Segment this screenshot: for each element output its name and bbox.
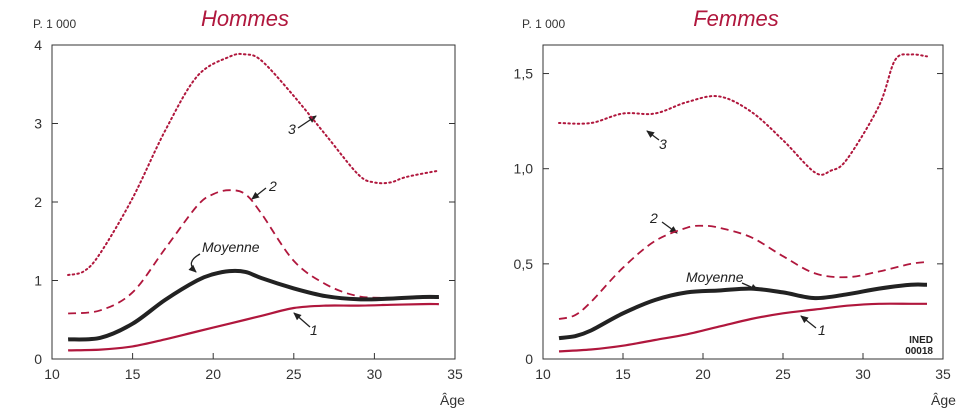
x-tick-label-men-25: 25 xyxy=(286,366,302,382)
series-line-men-3 xyxy=(67,52,440,276)
x-tick-label-men-10: 10 xyxy=(44,366,60,382)
x-tick-label-women-25: 25 xyxy=(775,366,791,382)
x-tick-label-women-20: 20 xyxy=(695,366,711,382)
annotation-arrow-moyenne-men xyxy=(188,253,201,273)
y-tick-label-men-0: 0 xyxy=(34,351,42,367)
y-tick-label-women-2: 1,0 xyxy=(514,161,534,177)
x-tick-label-women-30: 30 xyxy=(855,366,871,382)
plot-frame-men xyxy=(51,44,456,360)
series-line-men-moyenne xyxy=(67,268,439,342)
annotation-label-1-women: 1 xyxy=(818,322,826,338)
source-label-line-2: 00018 xyxy=(905,346,933,357)
series-line-women-1 xyxy=(558,302,927,353)
annotation-arrow-2-men xyxy=(251,187,267,200)
x-tick-label-men-30: 30 xyxy=(367,366,383,382)
series-line-women-moyenne xyxy=(558,282,928,341)
x-tick-label-women-10: 10 xyxy=(535,366,551,382)
annotation-label-1-men: 1 xyxy=(310,322,318,338)
y-tick-label-women-3: 1,5 xyxy=(514,66,534,82)
y-tick-label-men-3: 3 xyxy=(34,116,42,132)
y-tick-label-women-1: 0,5 xyxy=(514,256,534,272)
annotation-arrow-1-men xyxy=(293,312,311,328)
annotation-label-3-women: 3 xyxy=(659,136,667,152)
annotation-label-2-women: 2 xyxy=(649,210,658,226)
x-tick-label-men-15: 15 xyxy=(125,366,141,382)
x-tick-label-women-15: 15 xyxy=(615,366,631,382)
x-tick-label-men-20: 20 xyxy=(205,366,221,382)
annotation-label-moyenne-women: Moyenne xyxy=(686,269,744,285)
annotation-label-3-men: 3 xyxy=(288,121,296,137)
y-tick-label-men-2: 2 xyxy=(34,194,42,210)
series-line-men-1 xyxy=(68,302,439,352)
y-tick-label-women-0: 0 xyxy=(525,351,533,367)
series-line-women-2 xyxy=(558,224,928,320)
x-tick-label-women-35: 35 xyxy=(935,366,951,382)
annotation-label-moyenne-men: Moyenne xyxy=(202,239,260,255)
series-line-men-2 xyxy=(68,189,439,315)
chart-title-men: Hommes xyxy=(201,6,289,31)
y-tick-label-men-4: 4 xyxy=(34,37,42,53)
x-axis-label-men: Âge xyxy=(440,392,465,408)
annotation-label-2-men: 2 xyxy=(268,178,277,194)
x-axis-label-women: Âge xyxy=(931,392,956,408)
annotation-arrow-3-women xyxy=(646,130,660,141)
source-label-line-1: INED xyxy=(909,335,933,346)
annotation-arrow-1-women xyxy=(800,315,817,329)
plot-frame-women xyxy=(542,44,944,360)
y-tick-label-men-1: 1 xyxy=(34,273,42,289)
chart-title-women: Femmes xyxy=(693,6,779,31)
x-tick-label-men-35: 35 xyxy=(447,366,463,382)
series-line-women-3 xyxy=(558,53,928,176)
y-unit-label-men: P. 1 000 xyxy=(33,17,76,31)
annotation-arrow-3-men xyxy=(297,115,317,129)
y-unit-label-women: P. 1 000 xyxy=(522,17,565,31)
chart-dynamic-layer: 10 15 20 25 30 35 0 1 2 3 4 10 15 20 25 30 35 0 0,5 1,0 1,5 xyxy=(34,37,951,382)
